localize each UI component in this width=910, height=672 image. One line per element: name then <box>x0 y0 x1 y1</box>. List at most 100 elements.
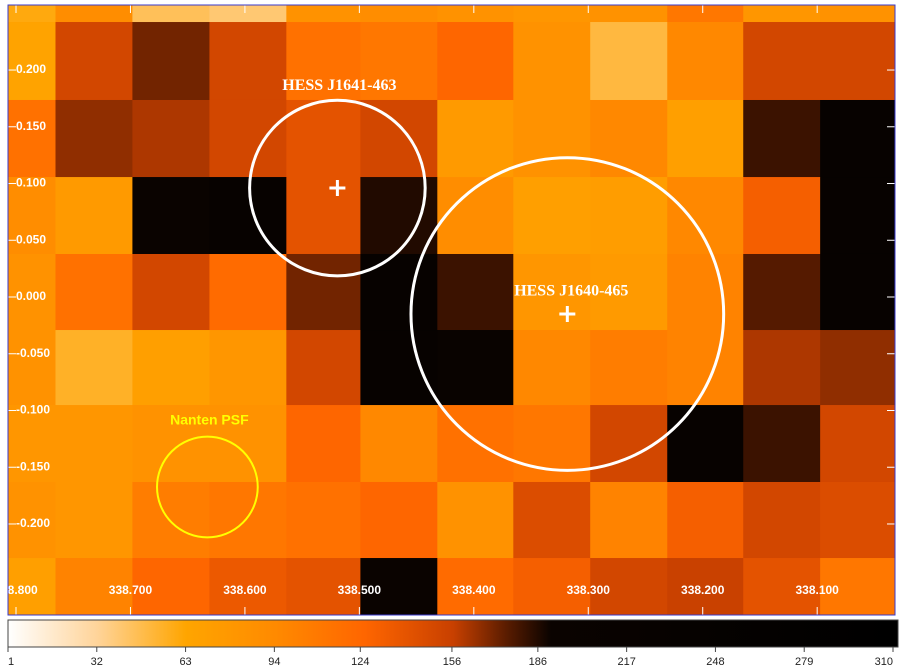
colorbar-tick-label: 248 <box>706 656 724 668</box>
y-tick-label: 0.200 <box>16 62 46 76</box>
pixel <box>743 5 821 23</box>
pixel <box>820 481 895 559</box>
pixel <box>286 481 361 559</box>
pixel <box>513 253 591 331</box>
pixel <box>590 481 668 559</box>
pixel <box>209 99 287 178</box>
pixel <box>209 558 287 615</box>
pixel <box>820 5 895 23</box>
pixel <box>132 330 210 406</box>
pixel <box>590 558 668 615</box>
pixel <box>8 558 56 615</box>
pixel <box>820 405 895 483</box>
pixel <box>55 405 133 483</box>
colorbar-tick-label: 124 <box>351 656 369 668</box>
y-tick-label: 0.050 <box>16 232 46 246</box>
pixel <box>55 330 133 406</box>
y-tick-label: -0.050 <box>16 346 50 360</box>
pixel <box>590 253 668 331</box>
pixel <box>820 177 895 255</box>
pixel <box>55 22 133 101</box>
x-tick-label: 338.300 <box>567 583 611 597</box>
region-circle <box>409 156 726 472</box>
region-circle <box>156 435 259 539</box>
pixel <box>8 177 56 255</box>
pixel <box>286 99 361 178</box>
pixel <box>360 405 438 483</box>
pixel <box>437 99 514 178</box>
pixel <box>209 330 287 406</box>
y-tick-label: 0.100 <box>16 176 46 190</box>
pixel <box>513 99 591 178</box>
pixel <box>55 558 133 615</box>
x-tick-label: 338.700 <box>109 583 153 597</box>
y-tick-label: 0.150 <box>16 119 46 133</box>
pixel <box>8 481 56 559</box>
colorbar <box>7 619 899 648</box>
colorbar-tick-label: 156 <box>443 656 461 668</box>
y-tick-label: -0.150 <box>16 459 50 473</box>
pixel <box>820 558 895 615</box>
x-tick-label: 338.600 <box>223 583 267 597</box>
colorbar-tick-label: 279 <box>795 656 813 668</box>
x-tick-label: 338.800 <box>0 583 38 597</box>
pixel <box>513 330 591 406</box>
region-circle <box>248 98 427 278</box>
pixel <box>437 22 514 101</box>
y-tick-label: -0.100 <box>16 403 50 417</box>
image-area: 338.800 338.700 338.600 338.500 338.400 338.3… <box>0 5 895 615</box>
region-label: Nanten PSF <box>170 411 249 427</box>
colorbar-tick-label: 217 <box>617 656 635 668</box>
y-tick-label: -0.200 <box>16 516 50 530</box>
pixel <box>132 405 210 483</box>
pixel <box>8 5 56 23</box>
pixel <box>743 330 821 406</box>
pixel <box>360 5 438 23</box>
region-label: HESS J1641-463 <box>282 77 396 94</box>
pixel <box>360 558 438 615</box>
pixel <box>55 253 133 331</box>
pixel <box>8 22 56 101</box>
pixel <box>820 253 895 331</box>
pixel <box>286 22 361 101</box>
colorbar-tick-label: 186 <box>529 656 547 668</box>
pixel <box>286 177 361 255</box>
pixel <box>667 22 744 101</box>
pixel <box>820 99 895 178</box>
pixel <box>286 558 361 615</box>
pixel <box>437 5 514 23</box>
pixel <box>8 405 56 483</box>
pixel <box>55 99 133 178</box>
pixel <box>132 558 210 615</box>
pixel <box>513 177 591 255</box>
pixel <box>820 330 895 406</box>
pixel <box>132 253 210 331</box>
colorbar-tick-label: 310 <box>875 656 893 668</box>
pixel <box>667 330 744 406</box>
pixel <box>360 253 438 331</box>
pixel <box>286 5 361 23</box>
pixel <box>132 99 210 178</box>
pixel <box>667 253 744 331</box>
pixel <box>209 405 287 483</box>
pixel <box>590 22 668 101</box>
frame <box>7 4 896 616</box>
x-tick-label: 338.500 <box>338 583 382 597</box>
pixel <box>437 481 514 559</box>
pixel <box>55 481 133 559</box>
pixel <box>590 99 668 178</box>
pixel <box>667 481 744 559</box>
pixel <box>590 330 668 406</box>
pixel <box>360 330 438 406</box>
pixel <box>8 99 56 178</box>
pixel <box>132 481 210 559</box>
region-label: HESS J1640-465 <box>514 283 628 300</box>
pixel <box>360 22 438 101</box>
pixel <box>437 558 514 615</box>
x-tick-label: 338.100 <box>795 583 839 597</box>
pixel <box>286 405 361 483</box>
pixel <box>360 99 438 178</box>
pixel <box>590 5 668 23</box>
colorbar-tick-label: 32 <box>91 656 103 668</box>
